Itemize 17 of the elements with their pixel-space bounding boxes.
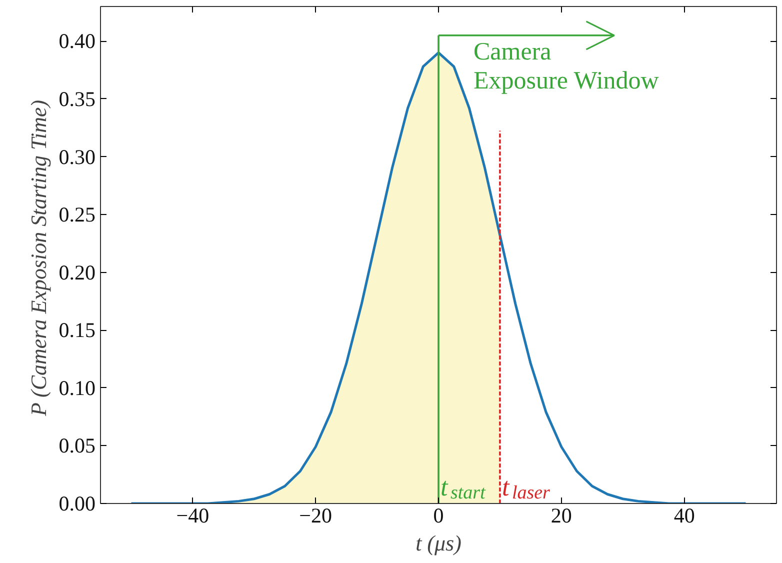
x-tick-label: 20 (550, 504, 572, 528)
x-tick-label: −40 (176, 504, 210, 528)
x-tick-label: 40 (674, 504, 695, 528)
y-axis-title: P (Camera Exposion Starting Time) (26, 100, 51, 418)
x-tick-label: −20 (299, 504, 332, 528)
y-tick-label: 0.30 (58, 144, 96, 169)
y-tick-label: 0.25 (58, 202, 96, 227)
y-tick-label: 0.05 (58, 434, 96, 458)
annotation: Camera Exposure Window (474, 38, 659, 94)
y-tick-label: 0.15 (58, 318, 96, 342)
y-tick-label: 0.35 (58, 86, 96, 111)
y-tick-label: 0.40 (58, 29, 96, 54)
y-tick-label: 0.10 (58, 376, 96, 400)
x-axis-title: t (μs) (416, 530, 462, 556)
y-tick-label: 0.00 (58, 492, 96, 516)
x-tick-label: 0 (433, 504, 444, 528)
y-tick-label: 0.20 (58, 260, 96, 284)
